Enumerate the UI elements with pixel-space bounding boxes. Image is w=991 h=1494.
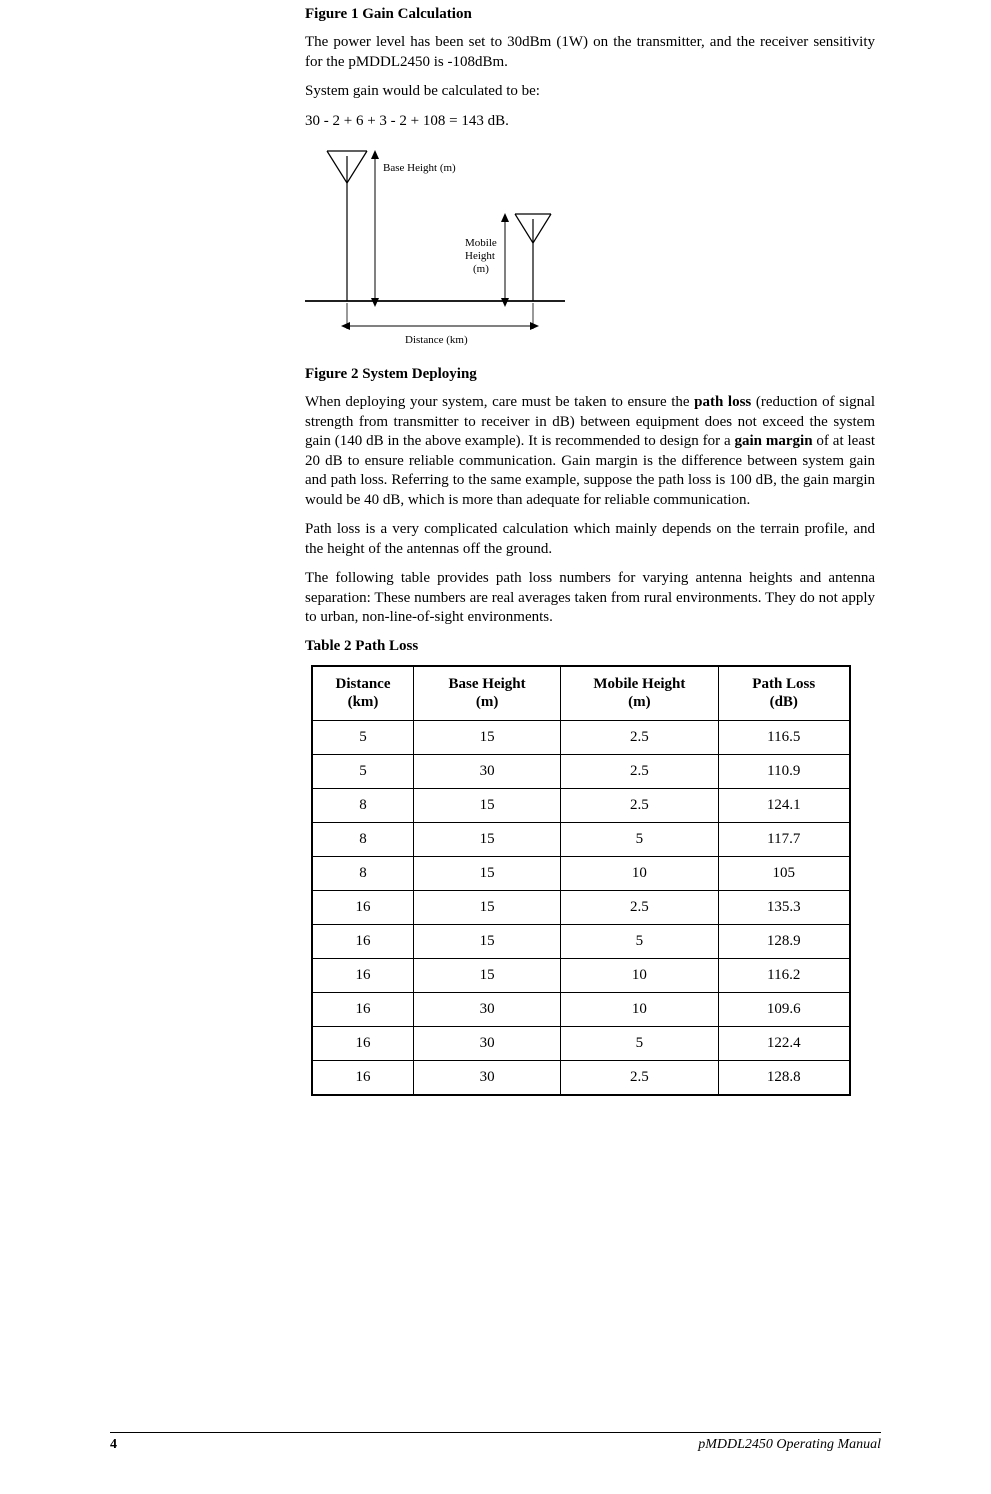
col-path-loss: Path Loss(dB) [718, 666, 850, 721]
table-cell: 117.7 [718, 823, 850, 857]
table-cell: 122.4 [718, 1027, 850, 1061]
table-row: 16305122.4 [312, 1027, 850, 1061]
table-row: 161510116.2 [312, 959, 850, 993]
table-cell: 16 [312, 993, 414, 1027]
table-cell: 16 [312, 1027, 414, 1061]
fig2-p1-b: path loss [694, 394, 751, 410]
table-cell: 8 [312, 823, 414, 857]
page-number: 4 [110, 1437, 117, 1453]
figure1-para2: System gain would be calculated to be: [305, 82, 875, 102]
figure2-para2: Path loss is a very complicated calculat… [305, 520, 875, 559]
table-cell: 8 [312, 789, 414, 823]
table-cell: 30 [414, 993, 561, 1027]
mobile-height-label-1: Mobile [465, 237, 497, 249]
mobile-height-label-2: Height [465, 250, 495, 262]
fig2-p1-a: When deploying your system, care must be… [305, 394, 694, 410]
table-cell: 2.5 [561, 891, 718, 925]
fig2-p1-d: gain margin [735, 433, 813, 449]
table-cell: 135.3 [718, 891, 850, 925]
table-row: 163010109.6 [312, 993, 850, 1027]
manual-title: pMDDL2450 Operating Manual [698, 1437, 881, 1453]
figure1-title: Figure 1 Gain Calculation [305, 6, 875, 23]
table-row: 8155117.7 [312, 823, 850, 857]
table-cell: 128.8 [718, 1061, 850, 1096]
table-cell: 15 [414, 789, 561, 823]
table-cell: 30 [414, 1061, 561, 1096]
table-cell: 5 [312, 721, 414, 755]
table-cell: 15 [414, 959, 561, 993]
col-base-height: Base Height(m) [414, 666, 561, 721]
table-cell: 5 [561, 925, 718, 959]
table-cell: 2.5 [561, 755, 718, 789]
table-cell: 10 [561, 857, 718, 891]
table-cell: 15 [414, 721, 561, 755]
table-cell: 2.5 [561, 789, 718, 823]
table-cell: 128.9 [718, 925, 850, 959]
col-mobile-height: Mobile Height(m) [561, 666, 718, 721]
table-cell: 16 [312, 891, 414, 925]
table-cell: 116.5 [718, 721, 850, 755]
table2-title: Table 2 Path Loss [305, 638, 875, 655]
table-cell: 2.5 [561, 721, 718, 755]
table-row: 5152.5116.5 [312, 721, 850, 755]
table-row: 16302.5128.8 [312, 1061, 850, 1096]
table-header-row: Distance(km) Base Height(m) Mobile Heigh… [312, 666, 850, 721]
table-cell: 10 [561, 959, 718, 993]
table-row: 16152.5135.3 [312, 891, 850, 925]
mobile-height-label-3: (m) [473, 263, 489, 275]
table-cell: 15 [414, 891, 561, 925]
base-height-label: Base Height (m) [383, 162, 456, 174]
table-cell: 16 [312, 959, 414, 993]
table-cell: 8 [312, 857, 414, 891]
figure1-diagram: Base Height (m) Mobile Height (m) Distan… [305, 141, 565, 356]
page-footer: 4 pMDDL2450 Operating Manual [110, 1432, 881, 1453]
table-cell: 15 [414, 857, 561, 891]
table-cell: 109.6 [718, 993, 850, 1027]
table-cell: 30 [414, 1027, 561, 1061]
distance-label: Distance (km) [405, 334, 468, 346]
figure2-para3: The following table provides path loss n… [305, 569, 875, 628]
table-cell: 10 [561, 993, 718, 1027]
table-row: 81510105 [312, 857, 850, 891]
figure2-para1: When deploying your system, care must be… [305, 393, 875, 510]
table-cell: 110.9 [718, 755, 850, 789]
table-cell: 116.2 [718, 959, 850, 993]
table-cell: 5 [561, 823, 718, 857]
figure1-para3: 30 - 2 + 6 + 3 - 2 + 108 = 143 dB. [305, 112, 875, 132]
table-row: 16155128.9 [312, 925, 850, 959]
table-cell: 5 [312, 755, 414, 789]
table-cell: 16 [312, 1061, 414, 1096]
table-row: 5302.5110.9 [312, 755, 850, 789]
table-cell: 2.5 [561, 1061, 718, 1096]
table-cell: 5 [561, 1027, 718, 1061]
table-cell: 105 [718, 857, 850, 891]
figure2-title: Figure 2 System Deploying [305, 366, 875, 383]
table-cell: 15 [414, 823, 561, 857]
table-cell: 30 [414, 755, 561, 789]
table-cell: 16 [312, 925, 414, 959]
table-cell: 15 [414, 925, 561, 959]
pathloss-table: Distance(km) Base Height(m) Mobile Heigh… [311, 665, 851, 1097]
table-cell: 124.1 [718, 789, 850, 823]
figure1-para1: The power level has been set to 30dBm (1… [305, 33, 875, 72]
col-distance: Distance(km) [312, 666, 414, 721]
table-row: 8152.5124.1 [312, 789, 850, 823]
